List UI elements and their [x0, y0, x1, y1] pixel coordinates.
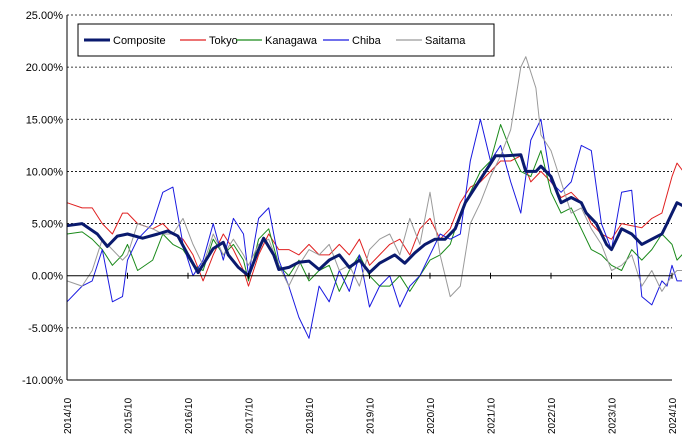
legend-label: Kanagawa [265, 35, 318, 47]
y-tick-labels: -10.00% -5.00% 0.00% 5.00% 10.00% 15.00% 20.00… [22, 10, 63, 387]
series-line-saitama [66, 56, 682, 298]
axes [66, 15, 673, 381]
x-tick-label: 2015/10 [124, 397, 135, 434]
x-tick-label: 2018/10 [305, 397, 316, 434]
series-line-chiba [66, 118, 682, 339]
x-tick-labels: 2014/10 2015/10 2016/10 2017/10 2018/10 2019/… [63, 397, 679, 434]
legend-box [77, 23, 495, 57]
y-tick-label: 0.00% [32, 271, 63, 283]
y-tick-label: 5.00% [32, 219, 63, 231]
x-tick-label: 2021/10 [487, 397, 498, 434]
y-tick-label: 20.00% [26, 62, 64, 74]
x-tick-label: 2019/10 [366, 397, 377, 434]
series-line-composite [66, 153, 682, 278]
x-tick-label: 2024/10 [668, 397, 679, 434]
series-line-kanagawa [66, 124, 682, 292]
x-tick-label: 2014/10 [63, 397, 74, 434]
y-tick-label: -5.00% [28, 323, 63, 335]
x-tick-label: 2016/10 [184, 397, 195, 434]
y-tick-label: -10.00% [22, 375, 63, 387]
legend-label: Composite [113, 35, 166, 47]
legend-label: Chiba [352, 35, 382, 47]
legend-label: Saitama [425, 35, 466, 47]
y-tick-label: 10.00% [26, 166, 64, 178]
x-tick-label: 2017/10 [245, 397, 256, 434]
x-tick-label: 2022/10 [547, 397, 558, 434]
y-tick-label: 25.00% [26, 10, 64, 22]
legend: Composite Tokyo Kanagawa Chiba Saitama [77, 23, 495, 57]
x-tick-label: 2023/10 [608, 397, 619, 434]
legend-label: Tokyo [209, 35, 238, 47]
series-lines [66, 56, 682, 339]
x-tick-label: 2020/10 [426, 397, 437, 434]
y-tick-label: 15.00% [26, 114, 64, 126]
grid-lines [67, 14, 672, 329]
